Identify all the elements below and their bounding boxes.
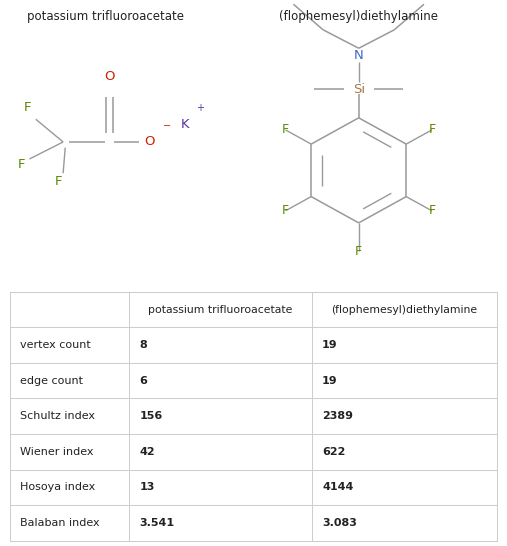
Text: Hosoya index: Hosoya index	[20, 483, 95, 492]
Text: F: F	[282, 123, 289, 136]
Text: F: F	[17, 158, 25, 171]
Text: F: F	[282, 204, 289, 217]
Text: K: K	[181, 118, 190, 132]
Text: Wiener index: Wiener index	[20, 447, 94, 457]
Text: (flophemesyl)diethylamine: (flophemesyl)diethylamine	[331, 305, 478, 314]
Text: N: N	[354, 49, 364, 62]
Text: −: −	[163, 121, 171, 132]
Text: +: +	[196, 103, 204, 113]
Text: 8: 8	[139, 340, 147, 350]
Text: F: F	[24, 102, 31, 115]
Text: potassium trifluoroacetate: potassium trifluoroacetate	[149, 305, 293, 314]
Text: Si: Si	[353, 83, 365, 96]
Text: edge count: edge count	[20, 376, 83, 385]
Text: 3.541: 3.541	[139, 518, 174, 528]
Text: F: F	[428, 123, 436, 136]
Text: 42: 42	[139, 447, 155, 457]
Text: F: F	[428, 204, 436, 217]
Text: 2389: 2389	[322, 411, 353, 422]
Text: potassium trifluoroacetate: potassium trifluoroacetate	[27, 10, 184, 23]
Text: Balaban index: Balaban index	[20, 518, 100, 528]
Text: (flophemesyl)diethylamine: (flophemesyl)diethylamine	[279, 10, 438, 23]
Text: F: F	[55, 175, 63, 188]
Text: vertex count: vertex count	[20, 340, 91, 350]
Text: 3.083: 3.083	[322, 518, 357, 528]
Text: 6: 6	[139, 376, 148, 385]
Text: O: O	[144, 135, 155, 149]
Text: 4144: 4144	[322, 483, 353, 492]
Text: 13: 13	[139, 483, 155, 492]
Text: F: F	[355, 245, 363, 258]
Text: 19: 19	[322, 340, 338, 350]
Text: 622: 622	[322, 447, 345, 457]
Text: Schultz index: Schultz index	[20, 411, 95, 422]
Text: O: O	[104, 70, 115, 83]
Text: 19: 19	[322, 376, 338, 385]
Text: 156: 156	[139, 411, 163, 422]
